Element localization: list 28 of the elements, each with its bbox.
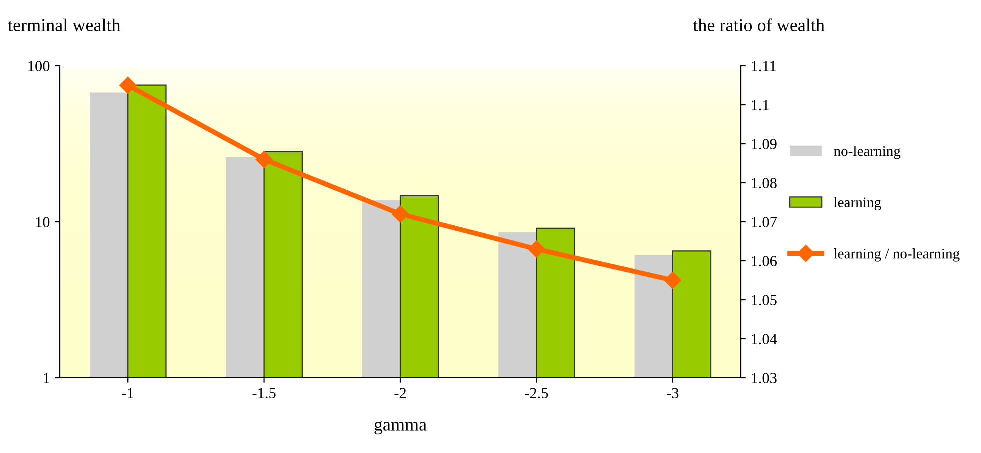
legend-label: learning / no-learning xyxy=(834,248,960,262)
legend-label: no-learning xyxy=(834,146,901,160)
legend-label: learning xyxy=(834,197,882,211)
x-tick-label: -1 xyxy=(122,388,134,398)
y2-tick-label: 1.07 xyxy=(752,217,778,228)
y-axis-title: terminal wealth xyxy=(8,18,121,32)
y2-tick-label: 1.1 xyxy=(752,100,769,111)
point xyxy=(256,151,273,168)
y-tick-label: 1 xyxy=(44,373,50,384)
y2-tick-label: 1.05 xyxy=(752,295,777,306)
point xyxy=(120,76,137,94)
y-tick-label: 100 xyxy=(28,61,50,72)
y2-tick-label: 1.11 xyxy=(752,61,776,72)
y2-axis-title: the ratio of wealth xyxy=(693,18,825,32)
y2-tick-label: 1.09 xyxy=(752,139,777,150)
point xyxy=(664,272,682,290)
x-tick-label: -2.5 xyxy=(525,388,548,399)
x-tick-label: -3 xyxy=(667,388,679,398)
x-axis-title: gamma xyxy=(374,421,427,435)
point xyxy=(528,240,546,258)
y2-tick-label: 1.04 xyxy=(752,334,778,345)
x-tick-label: -2 xyxy=(394,388,406,398)
y2-tick-label: 1.03 xyxy=(752,373,777,384)
x-tick-label: -1.5 xyxy=(252,388,276,399)
point xyxy=(392,206,410,223)
y2-tick-label: 1.08 xyxy=(752,178,777,189)
y2-tick-label: 1.06 xyxy=(752,256,777,267)
y-tick-label: 10 xyxy=(36,217,50,228)
